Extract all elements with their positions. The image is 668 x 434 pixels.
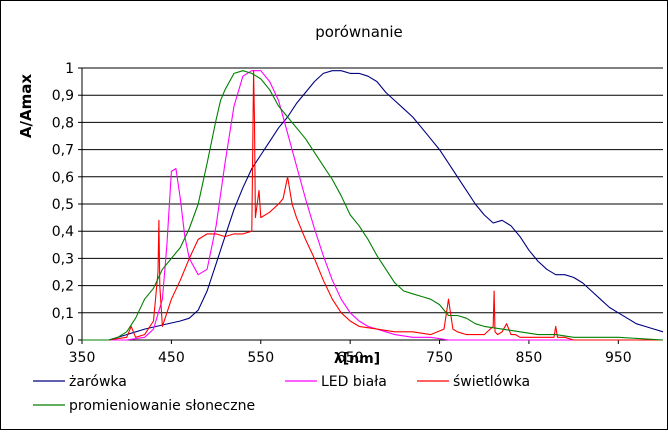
y-tick-label: 0,3 xyxy=(52,251,74,267)
grid-lines xyxy=(78,67,663,344)
x-tick-label: 350 xyxy=(69,350,96,366)
series-lines xyxy=(82,70,664,341)
x-tick-label: 850 xyxy=(516,350,543,366)
series-line-3 xyxy=(82,70,664,341)
y-tick-label: 0,4 xyxy=(52,224,74,240)
y-tick-labels: 0 0,1 0,2 0,3 0,4 0,5 0,6 0,7 0,8 0,9 1 xyxy=(52,61,74,349)
y-tick-label: 1 xyxy=(65,61,74,77)
legend-label-3: promieniowanie słoneczne xyxy=(69,398,255,414)
x-tick-label: 550 xyxy=(247,350,274,366)
y-tick-label: 0,8 xyxy=(52,115,74,131)
x-tick-label: 450 xyxy=(158,350,185,366)
legend-label-1: LED biała xyxy=(321,374,387,390)
chart-title: porównanie xyxy=(315,23,403,41)
y-tick-label: 0,1 xyxy=(52,306,74,322)
x-tick-label: 750 xyxy=(426,350,453,366)
x-axis-label: λ[nm] xyxy=(334,351,380,367)
y-tick-label: 0,5 xyxy=(52,197,74,213)
x-tick-label: 650 xyxy=(337,350,364,366)
y-tick-label: 0 xyxy=(65,333,74,349)
series-line-0 xyxy=(82,70,664,341)
series-line-1 xyxy=(82,70,663,341)
series-line-2 xyxy=(82,70,663,341)
y-axis-label: A/Amax xyxy=(17,74,35,138)
legend-label-0: żarówka xyxy=(69,374,127,390)
y-tick-label: 0,9 xyxy=(52,88,74,104)
y-tick-label: 0,2 xyxy=(52,279,74,295)
legend: żarówka LED biała świetlówka promieniowanie… xyxy=(33,374,530,414)
x-tick-labels: 350 450 550 650 750 850 950 xyxy=(69,350,632,366)
y-tick-label: 0,7 xyxy=(52,143,74,159)
y-tick-label: 0,6 xyxy=(52,170,74,186)
x-tick-label: 950 xyxy=(605,350,632,366)
legend-label-2: świetlówka xyxy=(453,374,530,390)
